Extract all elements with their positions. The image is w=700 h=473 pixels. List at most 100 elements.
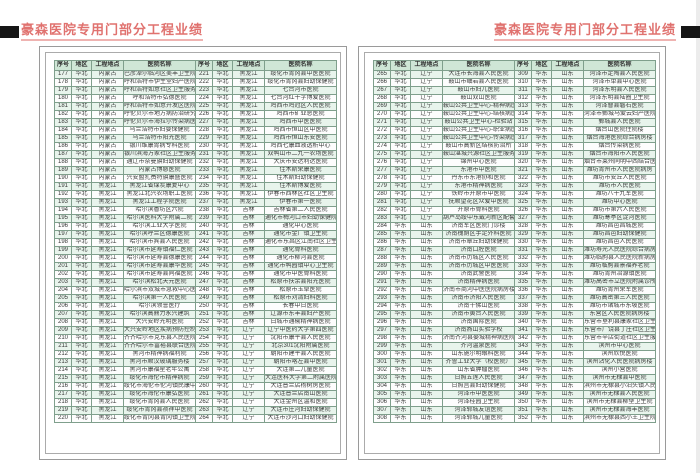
cell-hospital: 鸡西市矿业总医院	[264, 110, 337, 119]
cell-serial: 271	[373, 118, 391, 127]
table-row: 214 华北 黑龙江 黑河市康福星老年公寓 258 华北 辽宁 大连第二儿童医院	[54, 366, 337, 375]
cell-region: 华北	[390, 182, 411, 191]
cell-serial: 298	[373, 334, 391, 343]
cell-hospital: 大连医科大学第二附属医院	[264, 374, 337, 383]
cell-hospital: 佳木斯荣康医院	[264, 166, 337, 175]
cell-region: 华北	[71, 262, 92, 271]
cell-location: 吉林	[232, 318, 265, 327]
cell-serial: 336	[514, 286, 532, 295]
cell-hospital: 齐齐哈尔市克东县人民医院	[123, 334, 196, 343]
cell-serial: 258	[195, 366, 213, 375]
cell-hospital: 黑龙江北兴农场职工医院	[123, 190, 196, 199]
cell-location: 黑龙江	[91, 254, 124, 263]
cell-hospital: 黑河市顺汉玻璃服务楼	[123, 358, 196, 367]
cell-region: 华北	[71, 158, 92, 167]
cell-hospital: 锦州中心医院	[442, 158, 515, 167]
cell-location: 辽宁	[232, 350, 265, 359]
cell-region: 华东	[531, 150, 552, 159]
cell-serial: 312	[514, 94, 532, 103]
cell-location: 山东	[551, 198, 584, 207]
table-row: 266 华北 辽宁 鞍山市岫岩县人民医院 310 华东 山东 菏泽市单县中心医院	[373, 78, 656, 87]
cell-location: 黑龙江	[91, 302, 124, 311]
cell-location: 黑龙江	[232, 134, 265, 143]
cell-serial: 241	[195, 230, 213, 239]
cell-region: 华北	[212, 398, 233, 407]
cell-serial: 226	[195, 110, 213, 119]
cell-region: 华北	[71, 294, 92, 303]
cell-region: 华东	[531, 214, 552, 223]
cell-serial: 193	[54, 198, 72, 207]
cell-serial: 199	[54, 246, 72, 255]
cell-serial: 179	[54, 86, 72, 95]
cell-serial: 264	[195, 414, 213, 423]
cell-region: 华北	[212, 366, 233, 375]
cell-region: 华东	[390, 398, 411, 407]
cell-serial: 180	[54, 94, 72, 103]
cell-region: 华北	[390, 142, 411, 151]
cell-region: 华东	[531, 286, 552, 295]
cell-hospital: 滨州市无棣县海丰医院	[583, 406, 656, 415]
table-row: 271 华北 辽宁 鞍山公共卫生中心-检验站 315 华东 山东 鄄城县人民医院	[373, 118, 656, 127]
table-row: 294 华东 山东 济南千佛山医院 338 华东 山东 潍坊市诸城市东坡医院	[373, 302, 656, 311]
cell-location: 山东	[551, 102, 584, 111]
cell-serial: 261	[195, 390, 213, 399]
cell-region: 华北	[212, 142, 233, 151]
cell-hospital: 滨州市无棣县西小王卫生院	[583, 414, 656, 423]
cell-location: 黑龙江	[91, 334, 124, 343]
cell-serial: 320	[514, 158, 532, 167]
cell-location: 山东	[410, 262, 443, 271]
table-row: 187华北内蒙古银川滨海万家社区卫生服务中心231华北黑龙江双鸭山市二九一农场医…	[54, 150, 337, 159]
cell-hospital: 抚顺望花区众爱中医院	[442, 198, 515, 207]
cell-region: 华北	[212, 326, 233, 335]
cell-serial: 306	[373, 398, 391, 407]
cell-serial: 204	[54, 286, 72, 295]
cell-hospital: 东营市广饶县丁庄社区卫生服务中心	[583, 326, 656, 335]
cell-serial: 211	[54, 342, 72, 351]
cell-serial: 217	[54, 390, 72, 399]
page-title-left: 豪森医院专用门部分工程业绩	[21, 19, 204, 41]
cell-region: 华北	[71, 174, 92, 183]
cell-hospital: 潍坊昌邑妇幼保健院	[583, 230, 656, 239]
cell-serial: 214	[54, 366, 72, 375]
cell-location: 黑龙江	[91, 214, 124, 223]
cell-location: 黑龙江	[232, 182, 265, 191]
cell-hospital: 菏泽桂园卫生院	[442, 398, 515, 407]
table-row: 289 华东 山东 济南市历城区中医医院 333 华东 山东 潍坊临朐县景福养老院	[373, 262, 656, 271]
cell-region: 华东	[531, 382, 552, 391]
cell-region: 华北	[71, 190, 92, 199]
table-row: 208 华北 黑龙江 大兴安岭光明医院 252 华北 吉林 白城市通榆精神病医院	[54, 318, 337, 327]
cell-region: 华东	[531, 78, 552, 87]
cell-region: 华北	[390, 94, 411, 103]
table-row: 190 华北 内蒙古 兴安盟扎赉特旗康盛医院 234 华北 黑龙江 佳木斯妇幼保健院	[54, 174, 337, 183]
cell-serial: 198	[54, 238, 72, 247]
cell-hospital: 鞍山公共卫生中心-传染病医院	[442, 134, 515, 143]
cell-serial: 307	[373, 406, 391, 415]
cell-region: 华东	[531, 398, 552, 407]
table-row: 218 华北 黑龙江 绥化市青冈县人民医院 262 华北 辽宁 大连金州区温和医院	[54, 398, 337, 407]
cell-serial: 330	[514, 238, 532, 247]
col-header-hospital: 医院名称	[123, 60, 196, 71]
table-row: 290 华东 山东 济南武警医院 334 华东 山东 潍坊青州冶源镇医院	[373, 270, 656, 279]
cell-location: 内蒙古	[91, 94, 124, 103]
cell-location: 辽宁	[232, 382, 265, 391]
cell-region: 华东	[531, 238, 552, 247]
cell-serial: 252	[195, 318, 213, 327]
cell-region: 华东	[390, 350, 411, 359]
cell-hospital: 菏泽东明县陆圈卫生院	[583, 94, 656, 103]
cell-location: 内蒙古	[91, 86, 124, 95]
cell-hospital: 铁岭市开原市中医院	[442, 190, 515, 199]
table-row: 205 华北 黑龙江 哈尔滨第一人民医院 249 华北 吉林 松原市刘清妇科医院	[54, 294, 337, 303]
cell-location: 吉林	[232, 222, 265, 231]
table-row: 265 华北 辽宁 大连市长海县人民医院 309 华东 山东 菏泽市定陶县人民医院	[373, 70, 656, 79]
cell-location: 吉林	[232, 310, 265, 319]
cell-region: 华北	[212, 198, 233, 207]
cell-hospital: 哈尔滨市双城市急救中心医院	[123, 286, 196, 295]
cell-location: 黑龙江	[91, 342, 124, 351]
cell-hospital: 哈尔滨高鼎力永兴建筑	[123, 310, 196, 319]
cell-region: 华北	[71, 134, 92, 143]
cell-serial: 238	[195, 206, 213, 215]
cell-hospital: 哈尔滨医科大学附属二院	[123, 214, 196, 223]
cell-region: 华北	[71, 326, 92, 335]
cell-serial: 321	[514, 166, 532, 175]
cell-serial: 266	[373, 78, 391, 87]
